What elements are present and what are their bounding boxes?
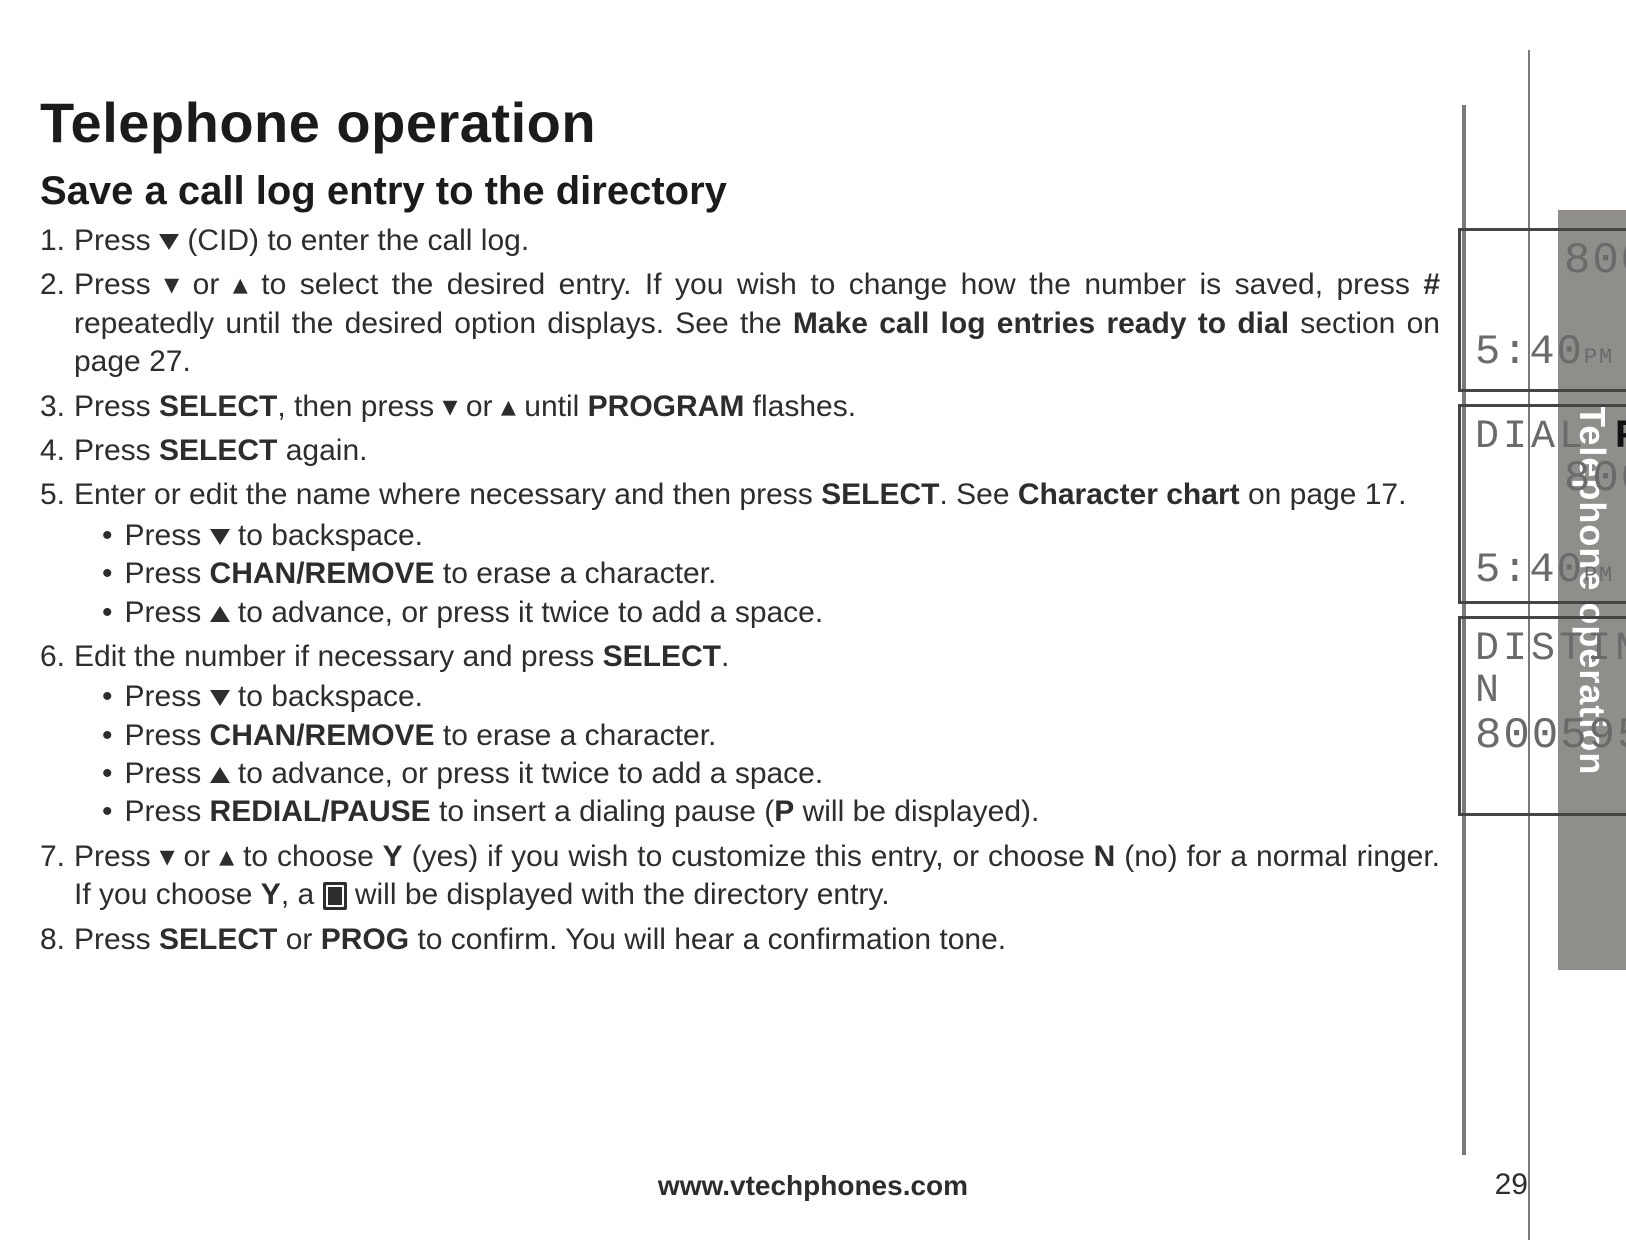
lcd2-pm: PM: [1584, 563, 1614, 588]
step-5-bullet-1: Press to backspace.: [102, 517, 1440, 555]
page-number: 29: [1495, 1168, 1528, 1202]
step-6: 6. Edit the number if necessary and pres…: [40, 638, 1440, 832]
step-3: 3.Press SELECT, then press ▾ or ▴ until …: [40, 388, 1440, 426]
down-triangle-icon: [210, 690, 230, 706]
manual-page: Telephone operation Telephone operation …: [0, 0, 1626, 1240]
step-5: 5. Enter or edit the name where necessar…: [40, 476, 1440, 632]
up-triangle-icon: [210, 767, 230, 783]
footer-url: www.vtechphones.com: [0, 1170, 1626, 1202]
lcd3-number: 8005959511: [1475, 713, 1626, 759]
section-title: Save a call log entry to the directory: [40, 169, 1546, 214]
lcd-screen-2: DIAL PROGRAM 8005959511 NEW28 5:40PM 12/…: [1458, 404, 1626, 604]
down-triangle-icon: [210, 529, 230, 545]
page-title: Telephone operation: [40, 90, 1546, 155]
lcd2-number: 8005959511: [1475, 459, 1626, 501]
distinct-ring-icon: [323, 882, 347, 910]
lcd-screen-1: 8005959511 NEW28 5:40PM 12/30: [1458, 228, 1626, 392]
step-6-bullet-3: Press to advance, or press it twice to a…: [102, 755, 1440, 793]
step-5-bullet-3: Press to advance, or press it twice to a…: [102, 594, 1440, 632]
step-8: 8.Press SELECT or PROG to confirm. You w…: [40, 921, 1440, 959]
lcd1-number: 8005959511: [1475, 241, 1626, 283]
content-area: 1.Press (CID) to enter the call log. 2.P…: [40, 222, 1546, 965]
instructions-column: 1.Press (CID) to enter the call log. 2.P…: [40, 222, 1440, 965]
lcd3-line1: DISTINCT RING?: [1475, 629, 1626, 671]
lcd1-time: 5:40: [1475, 328, 1584, 376]
step-1: 1.Press (CID) to enter the call log.: [40, 222, 1440, 260]
down-triangle-icon: [159, 234, 179, 250]
step-6-bullet-4: Press REDIAL/PAUSE to insert a dialing p…: [102, 793, 1440, 831]
step-6-bullet-1: Press to backspace.: [102, 678, 1440, 716]
lcd1-pm: PM: [1584, 345, 1614, 370]
lcd3-line2: N: [1475, 671, 1626, 713]
step-7: 7.Press ▾ or ▴ to choose Y (yes) if you …: [40, 838, 1440, 915]
step-4: 4.Press SELECT again.: [40, 432, 1440, 470]
step-6-bullet-2: Press CHAN/REMOVE to erase a character.: [102, 717, 1440, 755]
step-2: 2.Press ▾ or ▴ to select the desired ent…: [40, 266, 1440, 381]
step-5-bullet-2: Press CHAN/REMOVE to erase a character.: [102, 555, 1440, 593]
lcd2-time: 5:40: [1475, 546, 1584, 594]
lcd-screen-3: DISTINCT RING? N 8005959511: [1458, 616, 1626, 816]
up-triangle-icon: [210, 606, 230, 622]
